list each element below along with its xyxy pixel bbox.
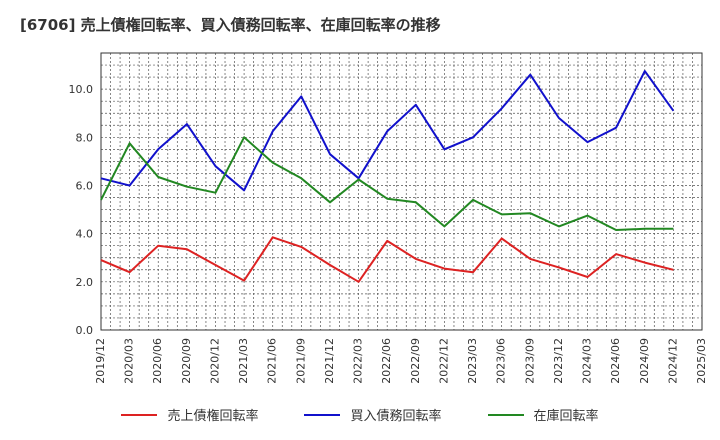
series-line-1	[100, 70, 675, 192]
series-line-2	[100, 136, 674, 231]
x-tick-label: 2021/03	[237, 338, 250, 384]
x-tick-label: 2024/12	[666, 338, 679, 384]
chart-title: [6706] 売上債権回転率、買入債務回転率、在庫回転率の推移	[20, 16, 441, 34]
x-tick-label: 2020/09	[180, 338, 193, 384]
x-tick-label: 2024/06	[609, 338, 622, 384]
x-tick-label: 2023/06	[495, 338, 508, 384]
legend-item-inventory: 在庫回転率	[487, 405, 599, 424]
x-tick-label: 2020/12	[208, 338, 221, 384]
series-line-0	[100, 236, 674, 283]
y-tick-label: 0.0	[76, 324, 94, 337]
y-tick-label: 4.0	[76, 228, 94, 241]
x-tick-label: 2023/12	[552, 338, 565, 384]
x-tick-label: 2023/09	[523, 338, 536, 384]
y-tick-label: 6.0	[76, 179, 94, 192]
x-tick-label: 2023/03	[466, 338, 479, 384]
x-tick-label: 2021/09	[294, 338, 307, 384]
legend: 売上債権回転率 買入債務回転率 在庫回転率	[0, 405, 720, 424]
x-tick-label: 2022/03	[352, 338, 365, 384]
x-tick-label: 2019/12	[94, 338, 107, 384]
legend-item-payables: 買入債務回転率	[304, 405, 442, 424]
x-tick-label: 2020/03	[123, 338, 136, 384]
x-tick-label: 2022/09	[409, 338, 422, 384]
legend-swatch-payables	[304, 413, 341, 416]
y-tick-label: 10.0	[69, 83, 94, 96]
y-tick-label: 2.0	[76, 276, 94, 289]
x-tick-label: 2024/09	[638, 338, 651, 384]
legend-swatch-receivables	[121, 413, 158, 416]
legend-label-payables: 買入債務回転率	[350, 409, 442, 424]
x-tick-label: 2021/06	[266, 338, 279, 384]
y-tick-label: 8.0	[76, 131, 94, 144]
legend-label-inventory: 在庫回転率	[533, 409, 599, 424]
legend-item-receivables: 売上債権回転率	[121, 405, 258, 424]
x-tick-label: 2022/06	[380, 338, 393, 384]
plot-frame	[100, 52, 703, 331]
legend-label-receivables: 売上債権回転率	[167, 409, 259, 424]
x-tick-label: 2020/06	[151, 338, 164, 384]
x-tick-label: 2022/12	[437, 338, 450, 384]
x-tick-label: 2025/03	[695, 338, 708, 384]
legend-swatch-inventory	[487, 413, 524, 416]
x-tick-label: 2024/03	[581, 338, 594, 384]
plot-area	[101, 53, 702, 330]
x-tick-label: 2021/12	[323, 338, 336, 384]
